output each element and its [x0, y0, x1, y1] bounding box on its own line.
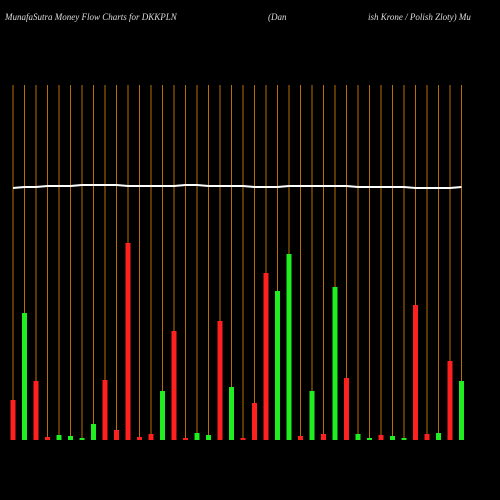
bar — [263, 273, 269, 440]
bar — [286, 254, 292, 440]
bar — [217, 321, 223, 440]
bar — [137, 437, 142, 440]
bar — [344, 378, 349, 440]
bar — [10, 400, 16, 440]
bar — [275, 291, 280, 440]
bar — [125, 243, 131, 440]
price-line — [12, 184, 462, 189]
bar — [321, 434, 326, 440]
bar — [367, 438, 372, 440]
bar — [171, 331, 177, 440]
bar — [102, 380, 108, 440]
bar — [148, 434, 154, 440]
bar — [56, 435, 62, 440]
bar — [332, 287, 338, 440]
bar — [447, 361, 453, 440]
bar — [206, 435, 211, 440]
bar — [114, 430, 119, 440]
bar — [436, 433, 441, 440]
bar — [309, 391, 315, 440]
bar — [33, 381, 39, 440]
bar — [240, 438, 246, 440]
chart-subtitle: (Dan — [268, 12, 287, 22]
bar — [79, 438, 85, 440]
bar — [68, 436, 73, 440]
bar — [298, 436, 303, 440]
bar — [45, 437, 50, 440]
bar — [390, 436, 395, 440]
bar — [378, 435, 384, 440]
bar — [355, 434, 361, 440]
bar — [194, 433, 200, 440]
bar — [183, 438, 188, 440]
bar — [22, 313, 27, 440]
chart-title: MunafaSutra Money Flow Charts for DKKPLN — [4, 12, 178, 22]
bar — [252, 403, 257, 440]
bar — [424, 434, 430, 440]
bar — [229, 387, 234, 440]
bar — [401, 438, 407, 440]
bar — [459, 381, 464, 440]
bar — [91, 424, 96, 440]
chart-subtitle: ish Krone / Polish Zloty) Mu — [368, 12, 471, 22]
bar — [413, 305, 418, 440]
bar — [160, 391, 165, 440]
